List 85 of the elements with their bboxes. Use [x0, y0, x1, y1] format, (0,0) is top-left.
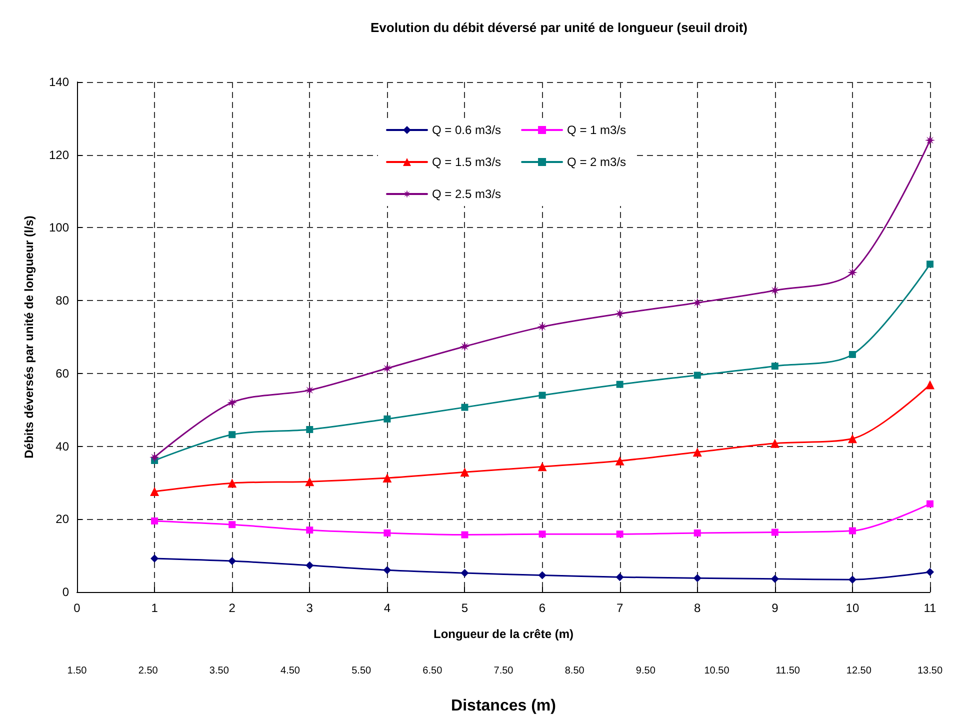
y-tick-label: 0 — [62, 585, 70, 599]
x-tick-label: 3 — [306, 601, 314, 615]
x-tick-label: 5 — [461, 601, 468, 615]
point — [926, 380, 934, 390]
point — [848, 350, 856, 358]
point — [228, 521, 236, 528]
point — [461, 404, 468, 411]
x-tick-label: 4 — [384, 601, 391, 615]
legend-label: Q = 2 m3/s — [567, 155, 626, 169]
point — [151, 517, 158, 524]
point — [926, 500, 934, 508]
legend-label: Q = 0.6 m3/s — [432, 123, 502, 137]
y-tick-label: 40 — [56, 439, 70, 454]
point — [150, 486, 160, 496]
y-tick-label: 140 — [48, 75, 70, 89]
x2-tick-label: 5.50 — [352, 666, 372, 676]
y-tick-label: 100 — [48, 220, 70, 235]
x2-tick-label: 6.50 — [422, 666, 443, 676]
x2-tick-label: 13.50 — [917, 666, 943, 676]
y-tick-label: 120 — [48, 148, 70, 162]
x-tick-label: 0 — [74, 601, 81, 615]
point — [926, 568, 934, 576]
x-tick-label: 9 — [772, 601, 779, 615]
y-tick-label: 80 — [56, 294, 70, 308]
x-tick-label: 10 — [846, 601, 860, 615]
y-axis-title: Débits déversés par unité de longueur (l/s) — [22, 216, 36, 458]
x2-tick-label: 2.50 — [138, 666, 158, 676]
x2-tick-label: 4.50 — [280, 666, 300, 676]
point — [382, 473, 392, 482]
x2-tick-label: 11.50 — [776, 666, 800, 676]
point — [538, 392, 546, 399]
point — [692, 448, 702, 457]
x2-tick-label: 8.50 — [564, 666, 585, 676]
x2-tick-label: 12.50 — [846, 666, 872, 676]
point — [693, 574, 702, 582]
x-tick-label: 1 — [151, 601, 158, 615]
point — [771, 362, 778, 370]
point — [384, 529, 391, 536]
x-tick-label: 11 — [924, 601, 937, 615]
chart-title: Evolution du débit déversé par unité de longueur (seuil droit) — [370, 20, 748, 35]
legend-label: Q = 2.5 m3/s — [432, 187, 502, 201]
point — [460, 569, 469, 578]
point — [228, 478, 237, 488]
point — [770, 438, 780, 448]
x2-axis-title: Distances (m) — [451, 698, 556, 714]
x2-tick-label: 1.50 — [67, 666, 88, 676]
x-tick-label: 2 — [228, 601, 236, 615]
point — [383, 566, 392, 574]
point — [926, 260, 934, 268]
point — [770, 574, 779, 583]
point — [461, 531, 468, 538]
point — [384, 415, 391, 422]
x2-tick-label: 9.50 — [636, 666, 656, 676]
point — [848, 576, 856, 584]
point — [305, 477, 314, 486]
point — [306, 426, 314, 434]
point — [615, 456, 624, 466]
point — [538, 571, 546, 580]
point — [848, 527, 856, 534]
point — [460, 468, 470, 477]
point — [228, 557, 236, 566]
point — [306, 561, 314, 570]
point — [150, 554, 159, 562]
legend-label: Q = 1 m3/s — [567, 123, 626, 137]
point — [616, 573, 624, 582]
point — [616, 530, 624, 538]
x-axis-title: Longueur de la crête (m) — [433, 627, 574, 641]
y-tick-label: 60 — [56, 366, 70, 380]
point — [771, 528, 778, 536]
x-tick-label: 6 — [538, 601, 546, 615]
legend-label: Q = 1.5 m3/s — [432, 155, 502, 169]
point — [228, 431, 236, 438]
y-tick-label: 20 — [56, 512, 70, 526]
x2-tick-label: 3.50 — [209, 666, 230, 676]
point — [694, 529, 701, 536]
x-tick-label: 8 — [694, 601, 702, 615]
point — [538, 462, 547, 472]
x2-tick-label: 10.50 — [704, 666, 730, 676]
point — [616, 380, 624, 388]
x-tick-label: 7 — [616, 601, 624, 615]
point — [848, 434, 857, 444]
x2-tick-label: 7.50 — [494, 666, 514, 676]
point — [538, 530, 546, 538]
point — [694, 372, 701, 379]
point — [306, 526, 314, 534]
